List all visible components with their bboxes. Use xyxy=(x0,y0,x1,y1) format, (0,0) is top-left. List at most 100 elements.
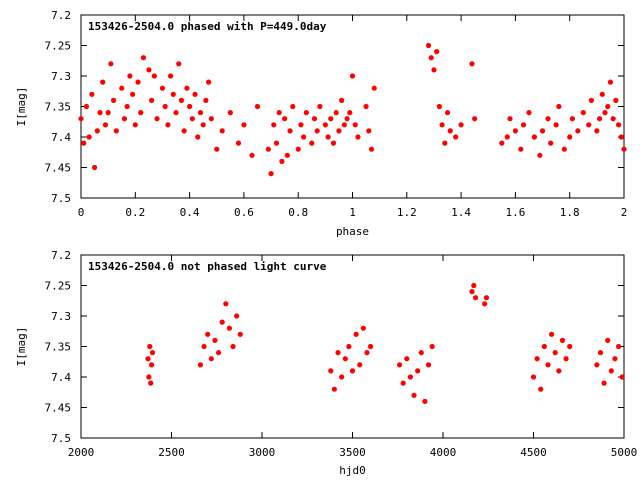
data-point xyxy=(518,146,524,152)
data-point xyxy=(295,146,301,152)
y-tick-label: 7.35 xyxy=(45,101,72,114)
data-point xyxy=(219,128,225,134)
data-point xyxy=(602,110,608,116)
data-point xyxy=(526,110,532,116)
data-point xyxy=(439,122,445,128)
data-point xyxy=(364,350,370,356)
data-point xyxy=(227,110,233,116)
data-point xyxy=(200,122,206,128)
data-point xyxy=(599,91,605,97)
y-tick-label: 7.5 xyxy=(51,432,71,445)
data-point xyxy=(146,374,152,380)
data-point xyxy=(548,140,554,146)
y-tick-label: 7.5 xyxy=(51,192,71,205)
data-point xyxy=(615,122,622,128)
data-point xyxy=(612,356,618,362)
y-tick-label: 7.2 xyxy=(51,249,71,262)
data-point xyxy=(226,325,233,331)
data-point xyxy=(549,331,555,337)
data-point xyxy=(271,122,277,128)
data-point xyxy=(442,140,448,146)
data-point xyxy=(333,110,339,116)
data-point xyxy=(192,91,198,97)
y-tick-label: 7.45 xyxy=(45,402,72,415)
data-point xyxy=(97,110,103,116)
data-point xyxy=(135,79,141,85)
data-point xyxy=(187,103,193,110)
data-point xyxy=(368,146,375,152)
data-point xyxy=(472,295,479,301)
data-point xyxy=(357,362,363,368)
data-point xyxy=(148,97,155,103)
data-point xyxy=(279,158,285,164)
data-point xyxy=(453,134,459,140)
x-tick-label: 0.8 xyxy=(288,206,308,219)
data-point xyxy=(146,67,152,73)
data-point xyxy=(147,343,153,350)
data-point xyxy=(541,343,547,350)
data-point xyxy=(605,337,611,343)
data-point xyxy=(586,122,592,128)
data-point xyxy=(127,73,133,79)
data-point xyxy=(363,103,369,110)
data-point xyxy=(159,85,166,91)
data-point xyxy=(531,134,538,140)
data-point xyxy=(223,301,229,307)
data-point xyxy=(94,128,100,134)
data-point xyxy=(534,356,540,362)
x-tick-label: 1.2 xyxy=(397,206,417,219)
data-point xyxy=(556,368,562,374)
data-point xyxy=(349,73,356,79)
x-tick-label: 0.4 xyxy=(180,206,200,219)
data-point xyxy=(472,116,478,122)
data-point xyxy=(567,343,573,350)
data-point xyxy=(170,91,176,97)
data-point xyxy=(317,103,323,110)
data-point xyxy=(121,116,128,122)
data-point xyxy=(469,289,475,295)
data-point xyxy=(349,368,356,374)
data-point xyxy=(148,380,154,386)
data-point xyxy=(396,362,403,368)
data-point xyxy=(219,319,225,325)
data-point xyxy=(195,134,201,140)
data-point xyxy=(567,134,573,140)
data-point xyxy=(594,362,600,368)
data-point xyxy=(119,85,125,91)
data-point xyxy=(342,356,348,362)
data-point xyxy=(138,110,144,116)
data-point xyxy=(371,85,377,91)
data-point xyxy=(499,140,505,146)
data-point xyxy=(151,73,157,79)
data-point xyxy=(425,362,432,368)
data-point xyxy=(608,368,614,374)
data-point xyxy=(537,152,543,158)
x-tick-label: 2500 xyxy=(158,446,185,459)
data-point xyxy=(469,61,475,67)
y-tick-label: 7.25 xyxy=(45,280,72,293)
x-tick-label: 0.2 xyxy=(125,206,145,219)
y-tick-label: 7.35 xyxy=(45,341,72,354)
data-point xyxy=(89,91,95,97)
data-point xyxy=(431,67,437,73)
data-point xyxy=(303,110,309,116)
data-point xyxy=(353,331,359,337)
data-point xyxy=(458,122,464,128)
x-tick-label: 3000 xyxy=(249,446,276,459)
data-point xyxy=(607,79,614,85)
phased-light-curve-panel: 7.2 7.25 7.3 7.35 7.4 7.45 7.5 0 0.2 0.4 0.6 0.8 1 1.… xyxy=(15,9,627,238)
data-point xyxy=(148,362,155,368)
x-tick-label: 1.6 xyxy=(505,206,525,219)
data-point xyxy=(507,116,513,122)
data-point xyxy=(575,128,581,134)
data-point xyxy=(301,134,307,140)
data-point xyxy=(309,140,315,146)
data-point xyxy=(605,103,611,110)
data-point xyxy=(346,343,352,350)
chart-title: 153426-2504.0 phased with P=449.0day xyxy=(88,20,327,33)
data-point xyxy=(201,343,207,350)
data-point xyxy=(429,343,435,350)
data-point xyxy=(436,103,442,110)
data-point xyxy=(580,110,586,116)
y-axis-label: I[mag] xyxy=(15,87,28,127)
